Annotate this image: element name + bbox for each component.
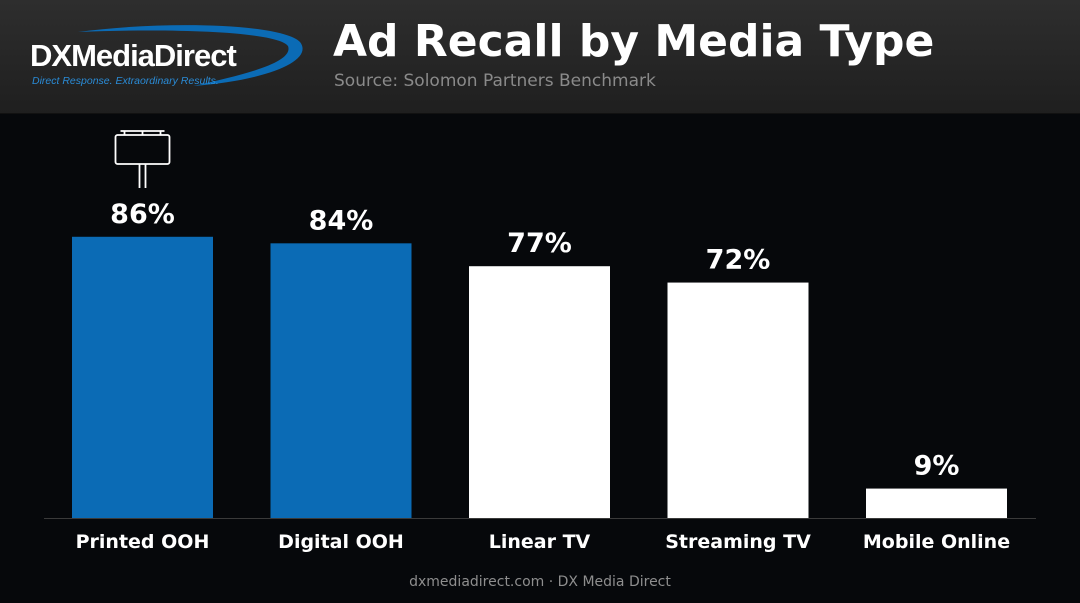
category-label: Digital OOH — [278, 531, 404, 553]
data-label: 84% — [309, 205, 374, 236]
category-label: Printed OOH — [76, 531, 210, 553]
logo: DXMediaDirect Direct Response. Extraordi… — [18, 22, 308, 92]
category-label: Streaming TV — [665, 531, 811, 553]
logo-swoosh — [78, 25, 303, 86]
bar — [667, 282, 809, 518]
chart-subtitle: Source: Solomon Partners Benchmark — [334, 71, 656, 91]
category-label: Linear TV — [489, 531, 591, 553]
logo-text: DXMediaDirect — [30, 38, 237, 73]
logo-tagline: Direct Response. Extraordinary Results. — [32, 75, 219, 87]
footer: dxmediadirect.com · DX Media Direct — [409, 574, 671, 590]
bar — [866, 488, 1007, 518]
data-label: 72% — [706, 245, 771, 276]
bar-chart: 86% Printed OOH 84% Digital OOH 77% Linear TV… — [44, 130, 1036, 553]
category-label: Mobile Online — [863, 531, 1010, 553]
bar — [270, 243, 412, 518]
data-label: 77% — [507, 228, 572, 259]
bar — [72, 236, 213, 518]
chart-title: Ad Recall by Media Type — [333, 16, 935, 67]
data-label: 9% — [914, 451, 960, 482]
data-label: 86% — [110, 199, 175, 230]
bar — [469, 266, 610, 518]
billboard-icon — [114, 130, 171, 188]
header: DXMediaDirect Direct Response. Extraordi… — [0, 0, 1080, 114]
